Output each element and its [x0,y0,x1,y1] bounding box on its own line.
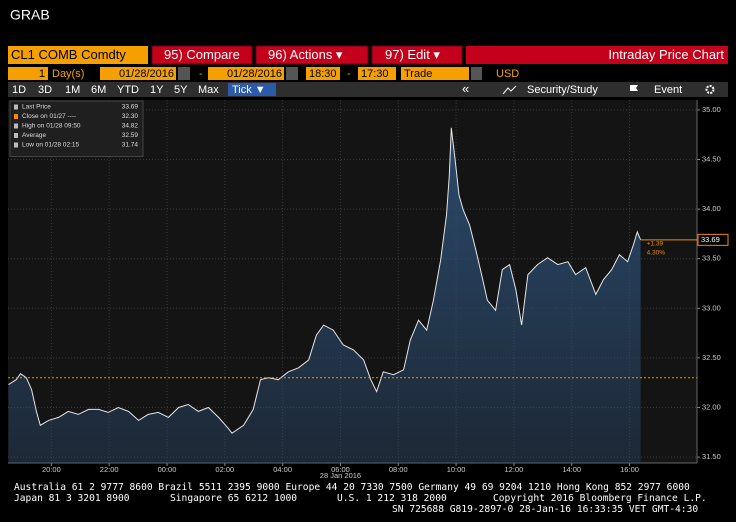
end-time-field[interactable] [358,67,396,80]
range-button[interactable]: 3D [38,84,52,96]
edit-button[interactable] [371,45,463,65]
y-tick-label: 32.00 [702,402,721,411]
legend-value: 34.82 [122,123,139,130]
tick-button[interactable] [228,83,276,96]
back-button[interactable]: « [462,81,469,96]
legend-icon [14,104,18,110]
footer-contact: Japan 81 3 3201 8900 [14,493,130,504]
title-bar [466,46,728,64]
session-info: SN 725688 G819-2897-0 28-Jan-16 16:33:35… [392,504,698,515]
start-date: 01/28/2016 [119,68,174,80]
end-date-field[interactable] [208,67,284,80]
x-tick-label: 06:00 [331,465,350,474]
x-tick-label: 12:00 [505,465,524,474]
y-tick-label: 34.50 [702,154,721,163]
study-button[interactable]: Security/Study [527,84,598,96]
security: CL1 COMB Comdty [11,47,126,62]
button-label: 97) Edit ▾ [385,47,440,62]
legend-value: 31.74 [122,142,139,149]
study-icon [502,85,517,95]
legend-value: 32.30 [122,113,139,120]
period-field[interactable] [8,67,48,80]
legend-label: Average [22,132,46,139]
start-date-field[interactable] [100,67,176,80]
security-field[interactable] [8,46,148,64]
y-tick-label: 34.00 [702,204,721,213]
calendar-button[interactable] [286,67,298,80]
button-label: 95) Compare [164,47,240,62]
settings-button[interactable] [705,85,715,94]
separator: - [199,68,203,80]
y-tick-label: 32.50 [702,353,721,362]
footer-contacts: Australia 61 2 9777 8600 Brazil 5511 239… [14,482,690,493]
legend-label: Low on 01/28 02:15 [22,142,79,149]
period: 1 [39,68,45,80]
tick-label: Tick ▼ [232,84,266,96]
y-tick-label: 33.00 [702,303,721,312]
legend-label: Close on 01/27 ---- [22,113,76,120]
event-button[interactable]: Event [654,84,682,96]
footer-contact: Singapore 65 6212 1000 [170,493,297,504]
end-time: 17:30 [361,68,389,80]
legend-icon [14,123,18,129]
start-time-field[interactable] [306,67,340,80]
nav-bar [8,82,728,97]
legend-icon [14,133,18,138]
x-tick-label: 04:00 [273,465,292,474]
change-label: +1.39 [647,241,664,248]
last-price-label: 33.69 [701,235,720,244]
last-price-box [697,233,729,246]
x-tick-label: 14:00 [562,465,581,474]
y-tick-label: 33.50 [702,254,721,263]
x-tick-label: 00:00 [158,465,177,474]
range-button[interactable]: YTD [117,84,139,96]
legend-value: 33.69 [122,104,139,111]
date-label: 28 Jan 2016 [320,471,361,480]
legend-box [9,100,144,157]
compare-button[interactable] [151,45,253,65]
legend-label: Last Price [22,104,51,111]
legend-value: 32.59 [122,132,139,139]
y-tick-label: 31.50 [702,452,721,461]
field: Trade [404,68,432,80]
area-fill [8,127,641,464]
x-tick-label: 16:00 [620,465,639,474]
price-line [8,127,642,434]
legend-label: High on 01/28 09:50 [22,123,81,130]
range-button[interactable]: 5Y [174,84,188,96]
range-button[interactable]: 1Y [150,84,164,96]
range-button[interactable]: Max [198,84,219,96]
range-button[interactable]: 1M [65,84,80,96]
copyright: Copyright 2016 Bloomberg Finance L.P. [493,493,707,504]
x-tick-label: 08:00 [389,465,408,474]
end-date: 01/28/2016 [227,68,282,80]
button-label: 96) Actions ▾ [268,47,343,62]
x-tick-label: 20:00 [42,465,61,474]
range-button[interactable]: 1D [12,84,26,96]
x-tick-label: 02:00 [215,465,234,474]
separator: - [347,68,351,80]
x-tick-label: 22:00 [100,465,119,474]
footer-contact: U.S. 1 212 318 2000 [337,493,447,504]
chart: 31.50 32.00 32.50 33.00 33.50 34.00 34.50 35.00… [8,100,729,480]
x-tick-label: 10:00 [447,465,466,474]
y-tick-label: 35.00 [702,105,721,114]
chart-title: Intraday Price Chart [608,47,724,62]
range-button[interactable]: 6M [91,84,106,96]
dropdown-button[interactable] [471,67,482,80]
currency: USD [496,68,519,80]
calendar-button[interactable] [178,67,190,80]
range-buttons: 1D 3D 1M 6M YTD 1Y 5Y Max [12,84,219,96]
change-label: 4.30% [647,250,666,257]
start-time: 18:30 [309,68,337,80]
window-title: GRAB [10,7,50,23]
field-select[interactable] [401,67,469,80]
flag-icon [630,85,638,94]
legend-icon [14,114,18,119]
actions-button[interactable] [255,45,369,65]
period-unit: Day(s) [52,68,84,80]
legend-icon [14,142,18,148]
